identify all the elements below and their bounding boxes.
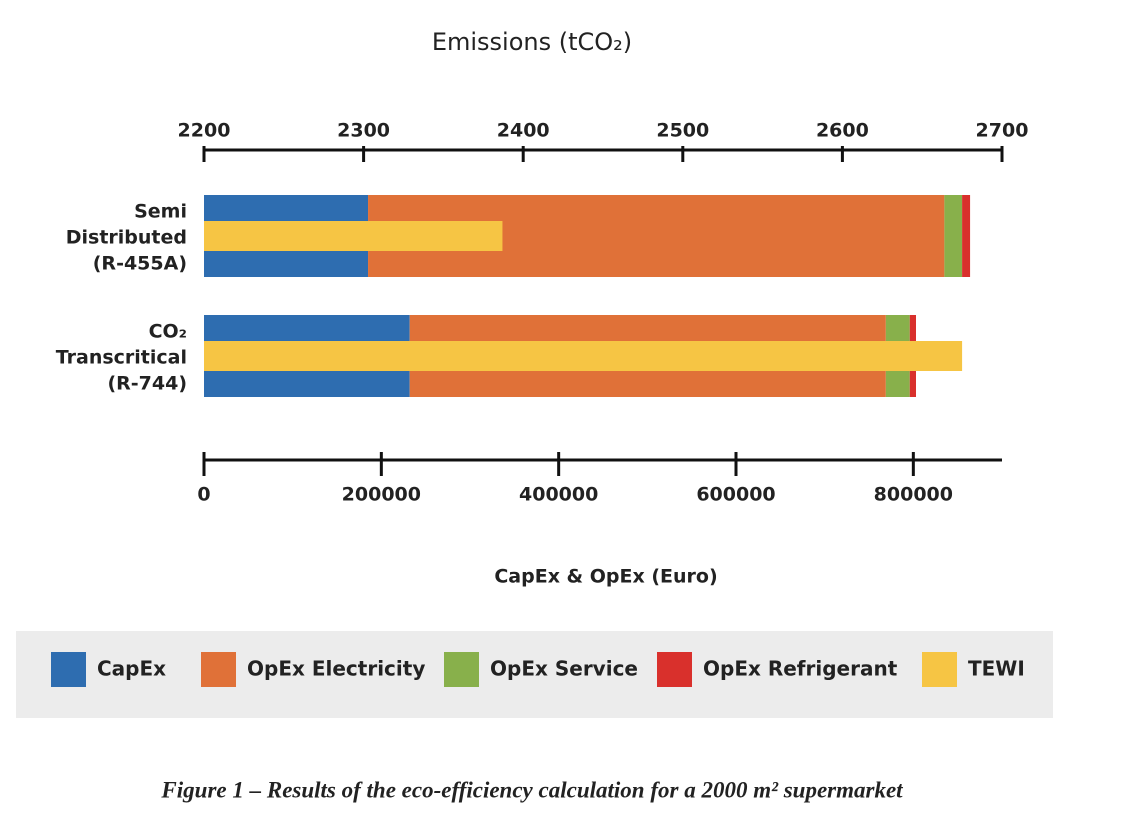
x-tick-label: 400000 bbox=[519, 484, 598, 506]
x-tick-label: 600000 bbox=[696, 484, 775, 506]
x-tick-label: 200000 bbox=[342, 484, 421, 506]
legend-label: TEWI bbox=[968, 657, 1025, 681]
category-label: (R-455A) bbox=[93, 253, 187, 275]
x2-tick-label: 2600 bbox=[816, 120, 869, 142]
legend-swatch bbox=[657, 652, 692, 687]
category-label: Semi bbox=[134, 201, 187, 223]
x2-tick-label: 2500 bbox=[656, 120, 709, 142]
x2-tick-label: 2200 bbox=[178, 120, 231, 142]
category-label: Distributed bbox=[66, 227, 187, 249]
bar-segment bbox=[204, 221, 503, 251]
bar-segment bbox=[962, 195, 971, 277]
legend-label: OpEx Service bbox=[490, 657, 638, 681]
category-label: (R-744) bbox=[107, 373, 187, 395]
caption: Figure 1 – Results of the eco-efficiency… bbox=[160, 777, 903, 802]
bar-segment bbox=[204, 341, 963, 371]
legend-swatch bbox=[922, 652, 957, 687]
legend-box bbox=[16, 631, 1053, 718]
chart-title: Emissions (tCO₂) bbox=[432, 28, 632, 56]
x-tick-label: 800000 bbox=[874, 484, 953, 506]
legend-label: OpEx Electricity bbox=[247, 657, 425, 681]
bar-segment bbox=[944, 195, 963, 277]
category-label: Transcritical bbox=[56, 347, 187, 369]
x-axis-label: CapEx & OpEx (Euro) bbox=[494, 566, 717, 588]
x2-tick-label: 2400 bbox=[497, 120, 550, 142]
category-label: CO₂ bbox=[149, 321, 187, 343]
legend-swatch bbox=[444, 652, 479, 687]
x-tick-label: 0 bbox=[197, 484, 210, 506]
x2-tick-label: 2700 bbox=[976, 120, 1029, 142]
legend-swatch bbox=[51, 652, 86, 687]
x2-tick-label: 2300 bbox=[337, 120, 390, 142]
legend-label: CapEx bbox=[97, 657, 166, 681]
legend-swatch bbox=[201, 652, 236, 687]
legend-label: OpEx Refrigerant bbox=[703, 657, 898, 681]
